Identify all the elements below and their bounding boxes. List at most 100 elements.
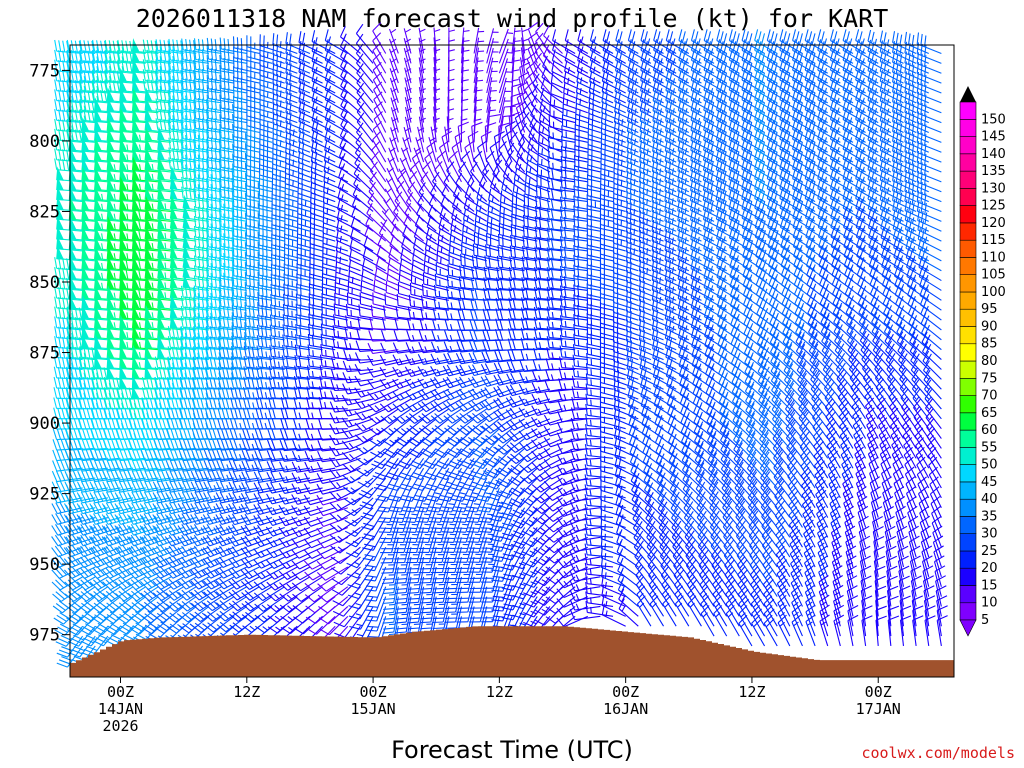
colorbar-swatch [959,602,977,621]
wind-barb [633,537,652,568]
wind-barb [180,326,209,341]
wind-barb [144,245,172,262]
wind-barb [733,439,753,469]
wind-barb [91,366,121,380]
wind-barb [181,127,209,143]
wind-barb [114,512,146,525]
wind-barb [144,235,172,252]
wind-barb [534,596,563,616]
wind-barb [635,575,652,607]
wind-barb [923,595,936,627]
wind-barb [131,285,159,301]
wind-barb [89,544,121,558]
wind-barb [63,565,96,579]
wind-barb [316,461,348,474]
wind-barb [155,98,184,114]
wind-barb [89,555,121,569]
wind-barb [114,544,146,558]
wind-barb [860,565,872,597]
wind-barb [720,449,740,479]
wind-barb [860,575,872,607]
wind-barb [81,225,108,242]
wind-barb [63,512,96,525]
wind-barb [182,274,209,292]
y-tick-label: 975 [29,626,60,646]
wind-barb [157,185,184,203]
wind-barb [399,157,412,183]
wind-barb [771,380,791,410]
wind-barb [144,136,172,153]
wind-barb [846,585,858,617]
wind-barb [505,407,538,420]
wind-barb [887,369,904,400]
colorbar-label: 65 [981,406,998,421]
wind-barb [54,326,83,341]
wind-barb [144,344,172,361]
wind-barb [144,264,172,282]
colorbar-swatch [959,533,977,552]
wind-barb [687,585,702,617]
colorbar-swatch [959,395,977,414]
wind-barb [91,397,121,410]
x-tick-label: 12Z [738,683,765,701]
x-tick-label: 14JAN [98,700,143,718]
wind-barb [460,116,468,143]
wind-barb [157,314,184,331]
wind-barb [51,544,83,558]
wind-barb [758,419,778,449]
wind-barb [177,501,210,515]
wind-barb [157,334,184,351]
wind-barb [94,344,121,361]
wind-barb [144,166,172,183]
wind-barb [144,97,172,114]
wind-barb [165,490,197,504]
wind-barb [531,405,563,417]
colorbar-label: 15 [981,579,998,594]
wind-barb [154,356,184,371]
wind-barb [498,97,511,123]
wind-barb [515,101,527,133]
wind-barb [157,324,184,341]
wind-barb [131,294,159,311]
wind-barb [660,556,677,588]
chart-title: 2026011318 NAM forecast wind profile (kt… [136,4,889,33]
wind-barb [119,245,146,262]
wind-barb [152,522,184,536]
wind-barb [849,368,867,400]
wind-barb [486,57,499,84]
wind-barb [923,360,942,390]
wind-barb [155,58,184,74]
y-tick-label: 875 [29,344,60,364]
colorbar-label: 50 [981,458,998,473]
wind-barb [850,378,867,410]
wind-barb [92,59,121,74]
wind-barb [687,595,702,627]
wind-barb [131,38,159,55]
wind-barb [169,264,197,282]
wind-barb [885,535,897,568]
plot-area [51,22,955,678]
wind-barb [66,615,96,636]
colorbar-label: 30 [981,527,998,542]
colorbar-top-arrow [960,86,976,102]
wind-barb [94,235,121,252]
wind-barb [131,265,159,282]
y-tick-label: 925 [29,485,60,505]
x-tick-label: 00Z [612,683,639,701]
wind-barb [181,117,209,134]
wind-barb [76,544,109,558]
wind-barb [104,39,134,55]
wind-barb [169,234,197,252]
wind-barb [66,89,96,104]
wind-barb [899,369,917,400]
wind-barb [674,595,690,627]
wind-barb [180,295,209,311]
wind-barb [569,589,601,601]
wind-barb [90,596,121,613]
wind-barb [66,59,96,74]
wind-barb [79,615,109,636]
wind-barb [169,205,197,222]
colorbar-swatch [959,567,977,586]
wind-barb [863,378,879,410]
